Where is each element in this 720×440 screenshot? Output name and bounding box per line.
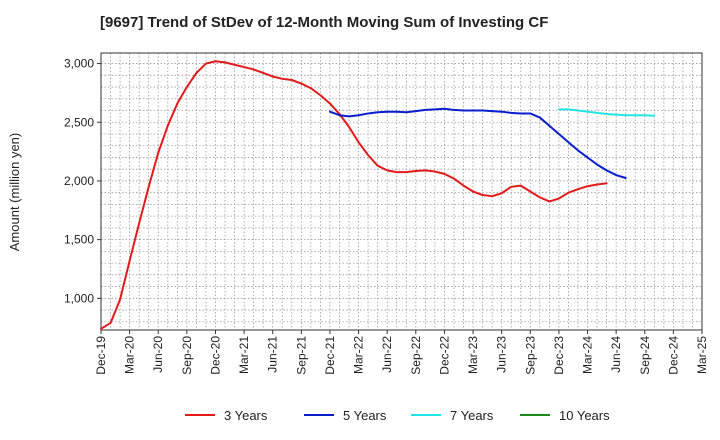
x-tick-label: Jun-23	[495, 336, 509, 373]
x-tick-label: Sep-20	[180, 336, 194, 375]
x-tick-label: Jun-20	[151, 336, 165, 373]
series-line-5-years	[328, 107, 627, 179]
y-tick-label: 2,500	[64, 115, 94, 129]
series-line-3-years	[100, 60, 608, 330]
x-tick-label: Mar-24	[581, 336, 595, 374]
legend-label: 10 Years	[559, 408, 610, 423]
x-tick-label: Sep-24	[638, 336, 652, 375]
x-tick-label: Jun-24	[609, 336, 623, 373]
x-tick-label: Sep-21	[294, 336, 308, 375]
x-tick-label: Dec-21	[323, 336, 337, 375]
plot-area: 1,000 1,500 2,000 2,500 3,000 Dec-19 Mar-20 Jun…	[64, 52, 709, 375]
x-tick-label: Dec-24	[666, 336, 680, 375]
chart-title: [9697] Trend of StDev of 12-Month Moving…	[100, 14, 548, 31]
plot-border	[100, 52, 703, 331]
x-tick-label: Jun-22	[380, 336, 394, 373]
x-tick-label: Dec-20	[208, 336, 222, 375]
x-tick-label: Dec-23	[552, 336, 566, 375]
y-tick-label: 2,000	[64, 174, 94, 188]
x-tick-label: Sep-22	[409, 336, 423, 375]
legend: 3 Years 5 Years 7 Years 10 Years	[185, 408, 610, 423]
x-tick-label: Sep-23	[523, 336, 537, 375]
legend-label: 3 Years	[224, 408, 268, 423]
x-tick-label: Mar-21	[237, 336, 251, 374]
legend-label: 7 Years	[450, 408, 494, 423]
x-tick-label: Mar-25	[695, 336, 709, 374]
x-tick-label: Mar-20	[123, 336, 137, 374]
y-tick-label: 1,000	[64, 291, 94, 305]
x-tick-label: Mar-22	[352, 336, 366, 374]
y-tick-label: 3,000	[64, 57, 94, 71]
x-tick-label: Dec-19	[94, 336, 108, 375]
series-line-7-years	[557, 108, 656, 117]
legend-label: 5 Years	[343, 408, 387, 423]
x-tick-label: Jun-21	[266, 336, 280, 373]
x-tick-label: Dec-22	[437, 336, 451, 375]
x-tick-label: Mar-23	[466, 336, 480, 374]
y-axis-title: Amount (million yen)	[7, 133, 22, 252]
y-tick-label: 1,500	[64, 233, 94, 247]
